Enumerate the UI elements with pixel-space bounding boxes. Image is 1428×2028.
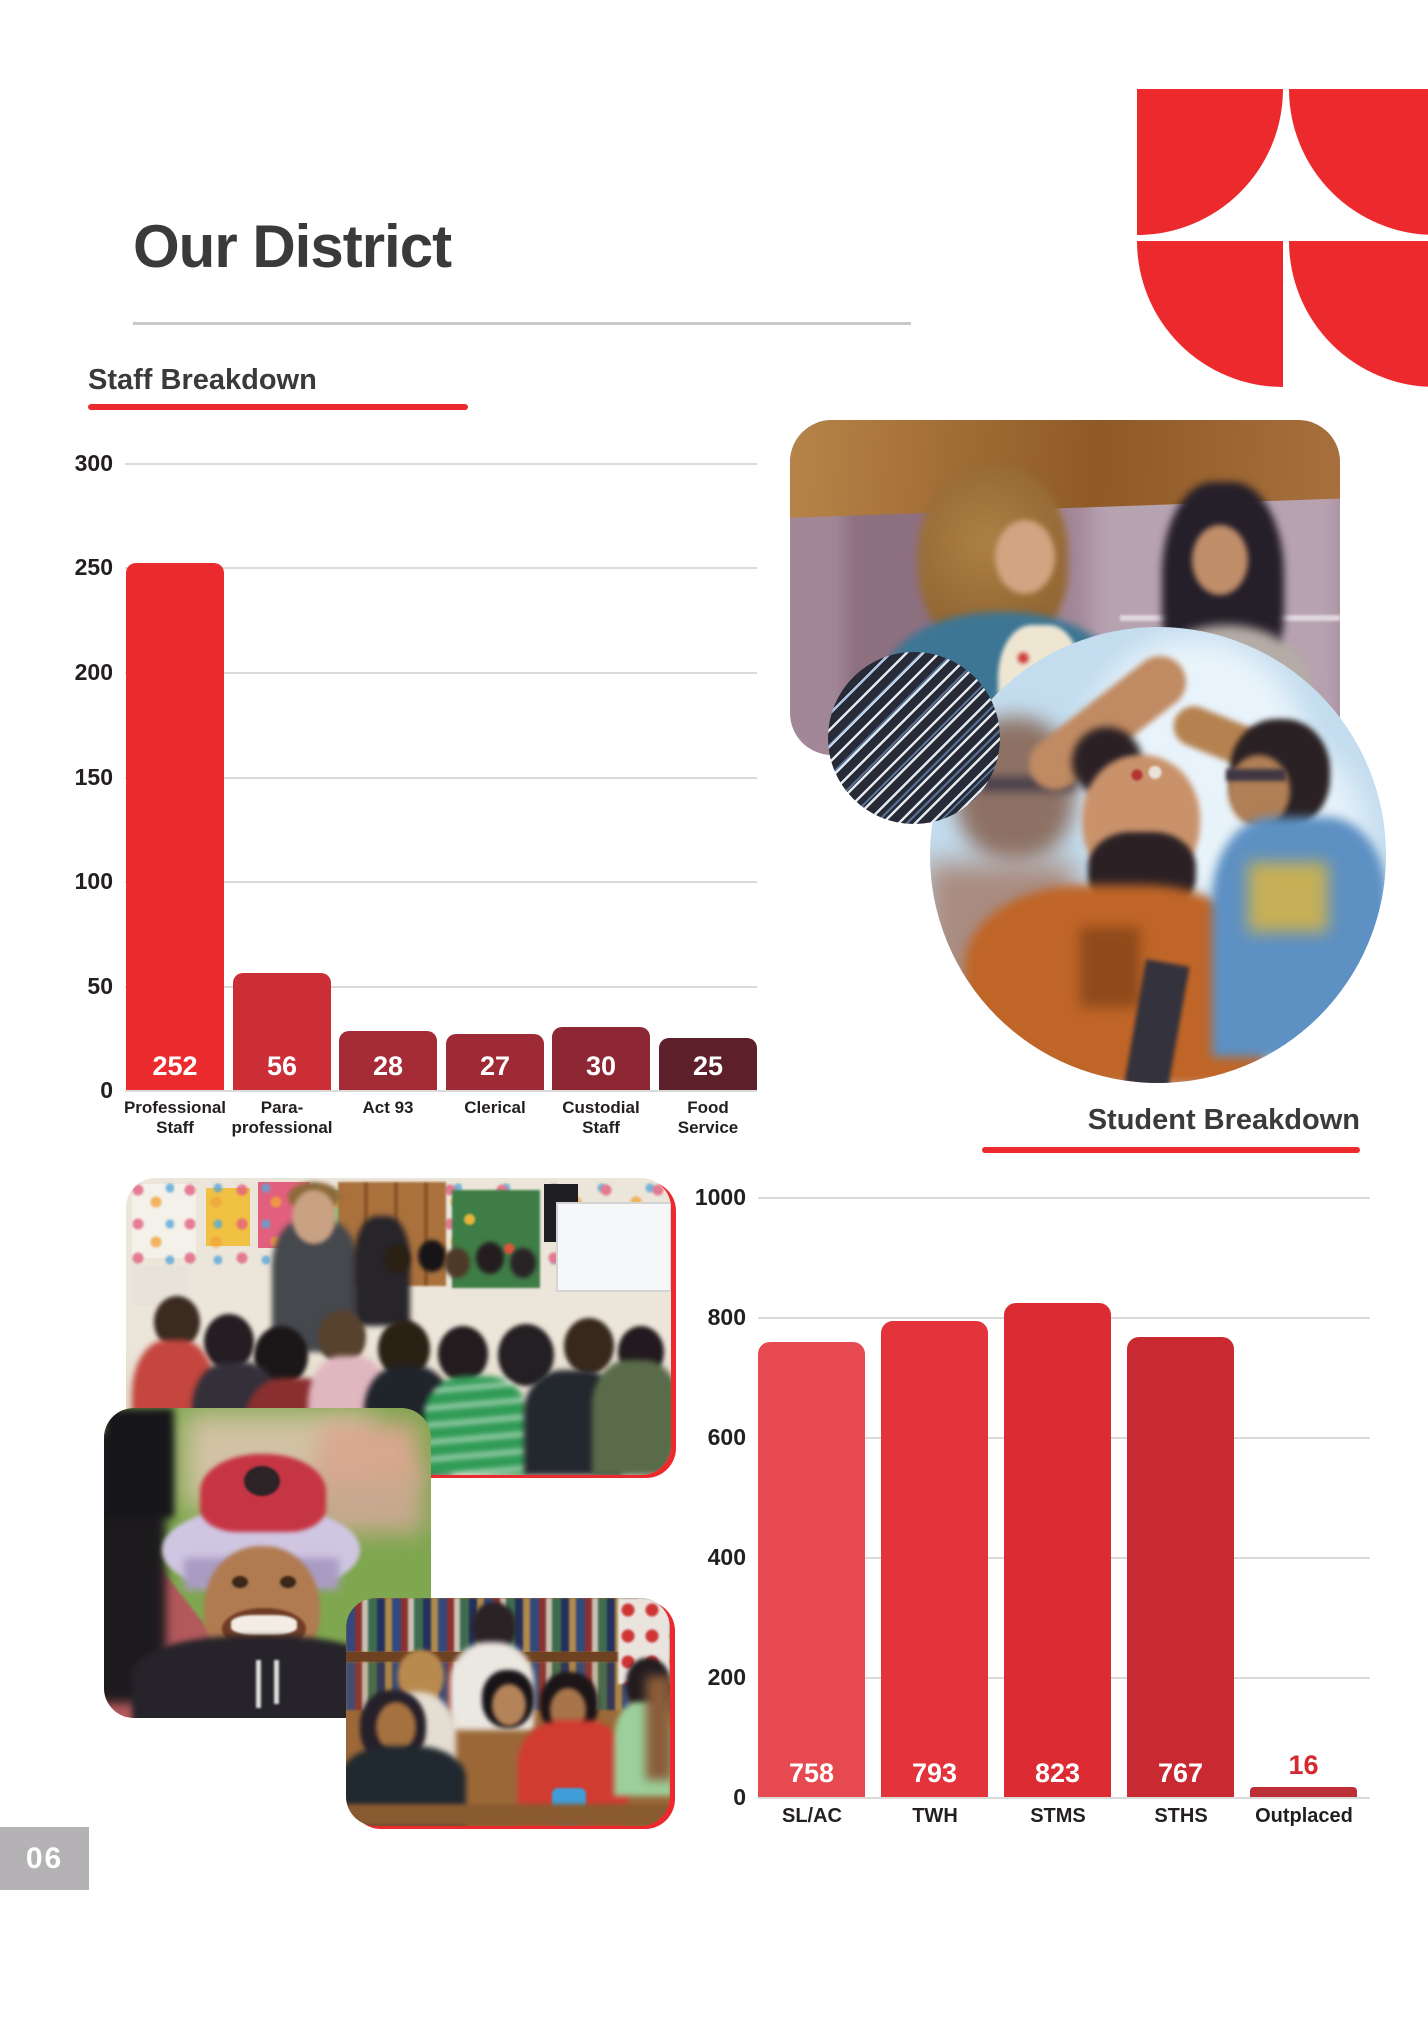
bar (339, 1031, 437, 1090)
bar (758, 1342, 865, 1797)
axis-tick-label: 600 (707, 1424, 746, 1450)
bar-category-label: STHS (1154, 1805, 1208, 1827)
bar-value-label: 25 (692, 1051, 724, 1081)
bar-category-label: Clerical (464, 1098, 526, 1117)
gridline (758, 1797, 1370, 1799)
bar-value-label: 252 (152, 1051, 198, 1081)
axis-tick-label: 250 (74, 554, 113, 580)
bar (1250, 1787, 1357, 1797)
axis-tick-label: 800 (707, 1304, 746, 1330)
bar-value-label: 758 (788, 1758, 835, 1788)
logo-petal-icon (1137, 89, 1283, 235)
gridline (758, 1197, 1370, 1199)
page-title: Our District (133, 213, 452, 280)
bar (446, 1034, 544, 1090)
bar-category-label: Food Service (677, 1098, 739, 1137)
bar (1004, 1303, 1111, 1797)
axis-tick-label: 100 (74, 868, 113, 894)
face-painting-photo (930, 627, 1386, 1083)
gridline (125, 986, 757, 988)
bar-category-label: Act 93 (362, 1098, 414, 1117)
staff-breakdown-heading: Staff Breakdown (88, 364, 317, 396)
gridline (125, 1090, 757, 1092)
striped-circle-graphic (828, 652, 1000, 824)
staff-heading-underline (88, 404, 468, 410)
bar-value-label: 823 (1034, 1758, 1081, 1788)
bar (126, 563, 224, 1090)
axis-tick-label: 400 (707, 1544, 746, 1570)
student-breakdown-chart: 1000 800 600 400 200 0 758 SL/AC 793 TWH 823 STMS 76… (695, 1184, 1370, 1827)
bar-value-label: 767 (1157, 1758, 1204, 1788)
logo-petal-icon (1289, 241, 1428, 387)
axis-tick-label: 50 (87, 973, 113, 999)
bar-value-label: 56 (266, 1051, 298, 1081)
axis-tick-label: 300 (74, 450, 113, 476)
axis-tick-label: 1000 (694, 1184, 746, 1210)
bar (1127, 1337, 1234, 1797)
bar (659, 1038, 757, 1090)
bar-category-label: TWH (912, 1805, 958, 1827)
bar-category-label: Outplaced (1255, 1805, 1353, 1827)
bar-category-label: Custodial Staff (562, 1098, 640, 1137)
bar-category-label: STMS (1030, 1805, 1086, 1827)
bar (233, 973, 331, 1090)
axis-tick-label: 0 (733, 1784, 746, 1810)
library-group-photo (346, 1598, 670, 1826)
gridline (125, 463, 757, 465)
bar-value-label: 16 (1288, 1750, 1319, 1780)
gridline (125, 567, 757, 569)
bar (881, 1321, 988, 1797)
bar-value-label: 793 (911, 1758, 958, 1788)
bar-value-label: 27 (479, 1051, 511, 1081)
bar-value-label: 28 (372, 1051, 404, 1081)
axis-tick-label: 200 (707, 1664, 746, 1690)
student-breakdown-heading: Student Breakdown (1087, 1104, 1360, 1136)
gridline (125, 672, 757, 674)
bar-category-label: Professional Staff (123, 1098, 227, 1137)
staff-breakdown-chart: 300 250 200 150 100 50 0 252 Professional Staff 56… (75, 450, 757, 1137)
axis-tick-label: 200 (74, 659, 113, 685)
student-heading-underline (982, 1147, 1360, 1153)
title-rule (133, 322, 911, 325)
bar-category-label: SL/AC (782, 1805, 842, 1827)
page-number: 06 (25, 1842, 64, 1875)
bar (552, 1027, 650, 1090)
gridline (125, 777, 757, 779)
bar-category-label: Para-professional (231, 1098, 333, 1137)
logo-petal-icon (1137, 241, 1283, 387)
gridline (125, 881, 757, 883)
page-number-badge: 06 (0, 1827, 89, 1890)
district-logo (1137, 89, 1428, 387)
logo-petal-icon (1289, 89, 1428, 235)
bar-value-label: 30 (585, 1051, 617, 1081)
axis-tick-label: 0 (100, 1077, 113, 1103)
axis-tick-label: 150 (74, 764, 113, 790)
